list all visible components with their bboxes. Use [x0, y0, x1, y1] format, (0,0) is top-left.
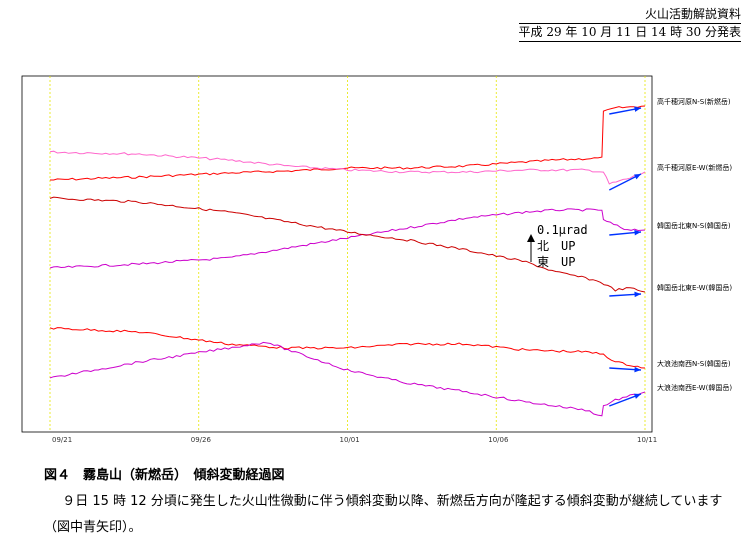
- scale-north-up: 北 UP: [537, 239, 575, 253]
- series-line: [49, 196, 646, 293]
- caption-title: 図４ 霧島山（新燃岳） 傾斜変動経過図: [44, 468, 285, 483]
- grid-lines: [49, 76, 646, 432]
- arrow-head-icon: [634, 291, 641, 298]
- plot-frame: [21, 75, 653, 433]
- x-tick-label: 09/26: [191, 436, 212, 444]
- series-labels: 高千穂河原N-S(新燃岳) 高千穂河原E-W(新燃岳) 韓国岳北東N-S(韓国岳) 韓…: [657, 97, 732, 392]
- series-label: 高千穂河原E-W(新燃岳): [657, 163, 732, 172]
- series-label: 韓国岳北東N-S(韓国岳): [657, 221, 731, 230]
- scale-arrow-icon: [527, 234, 535, 242]
- arrow-head-icon: [634, 393, 641, 399]
- document-header: 火山活動解説資料 平成 29 年 10 月 11 日 14 時 30 分発表: [518, 6, 741, 42]
- tilt-chart: 高千穂河原N-S(新燃岳) 高千穂河原E-W(新燃岳) 韓国岳北東N-S(韓国岳) 韓…: [21, 75, 732, 444]
- uplift-arrows: [608, 106, 642, 407]
- arrow-head-icon: [634, 229, 641, 236]
- series-line: [50, 105, 646, 181]
- series-lines: [49, 105, 646, 417]
- x-tick-label: 10/06: [488, 436, 509, 444]
- figure-caption: 図４ 霧島山（新燃岳） 傾斜変動経過図 ９日 15 時 12 分頃に発生した火山…: [44, 463, 744, 541]
- series-label: 韓国岳北東E-W(韓国岳): [657, 283, 732, 292]
- scale-annotation: 0.1μrad 北 UP 東 UP: [527, 223, 588, 269]
- series-line: [49, 208, 646, 269]
- series-line: [49, 327, 646, 369]
- x-tick-label: 09/21: [52, 436, 72, 444]
- x-tick-label: 10/11: [637, 436, 657, 444]
- scale-value: 0.1μrad: [537, 223, 588, 237]
- arrow-head-icon: [634, 106, 641, 112]
- publish-date-label: 平成 29 年 10 月 11 日 14 時 30 分発表: [518, 24, 741, 42]
- x-tick-label: 10/01: [340, 436, 360, 444]
- scale-east-up: 東 UP: [537, 255, 575, 269]
- x-axis-ticks: 09/21 09/26 10/01 10/06 10/11: [52, 436, 657, 444]
- doc-type-label: 火山活動解説資料: [518, 6, 741, 24]
- series-label: 大浪池南西E-W(韓国岳): [657, 383, 732, 392]
- arrow-head-icon: [634, 174, 641, 180]
- series-line: [49, 150, 646, 185]
- arrow-head-icon: [634, 366, 641, 373]
- series-line: [49, 341, 646, 417]
- caption-body: ９日 15 時 12 分頃に発生した火山性微動に伴う傾斜変動以降、新燃岳方向が隆…: [44, 494, 723, 535]
- series-label: 大浪池南西N-S(韓国岳): [657, 359, 731, 368]
- series-label: 高千穂河原N-S(新燃岳): [657, 97, 731, 106]
